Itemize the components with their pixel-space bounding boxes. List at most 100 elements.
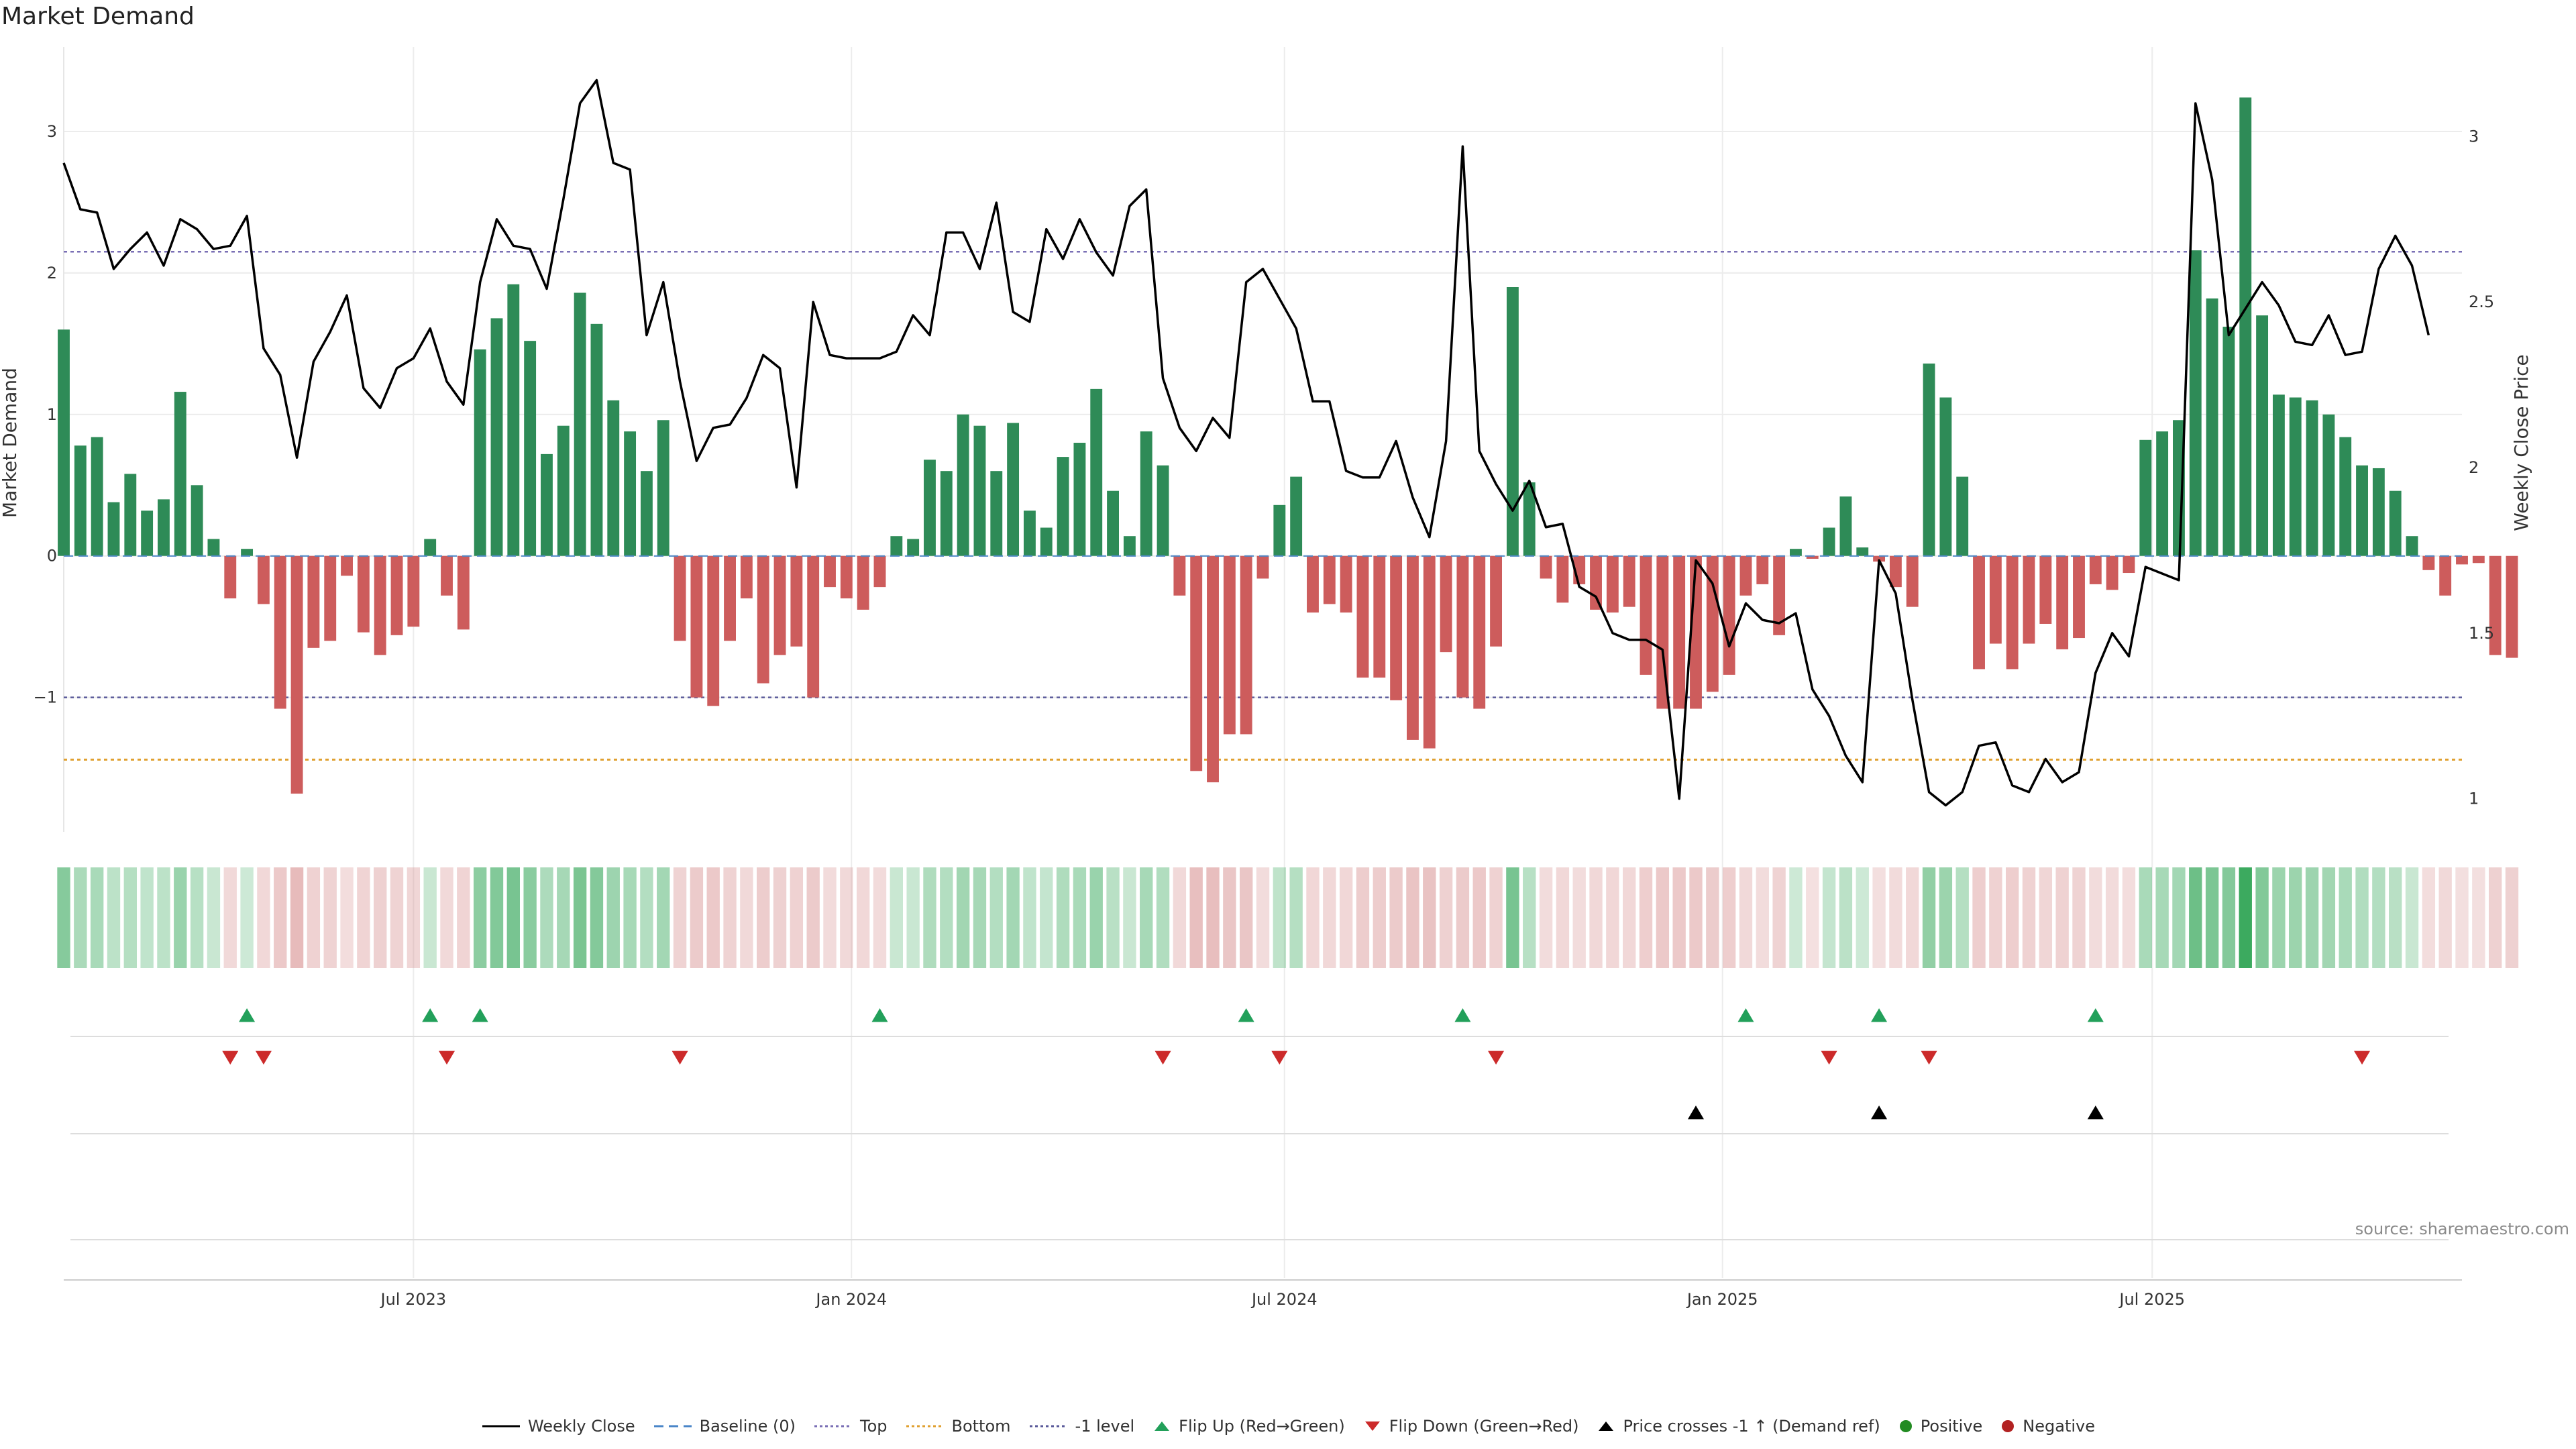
demand-bar [1390, 555, 1403, 700]
heat-strip-cell [274, 867, 287, 968]
heat-strip-cell [1273, 867, 1287, 968]
heat-strip-cell [2272, 867, 2286, 968]
right-tick-label: 1 [2469, 790, 2479, 808]
flip-up-marker [422, 1008, 439, 1022]
heat-strip-cell [1406, 867, 1419, 968]
heat-strip-cell [1656, 867, 1670, 968]
heat-strip-cell [1123, 867, 1136, 968]
heat-strip-cell [2055, 867, 2069, 968]
demand-bar [757, 555, 769, 684]
demand-bar [1939, 397, 1952, 556]
flip-up-marker [2087, 1008, 2104, 1022]
heat-strip-cell [2389, 867, 2402, 968]
dashed-line-swatch-icon [653, 1425, 692, 1428]
demand-bar [924, 460, 936, 556]
heat-strip-cell [1672, 867, 1686, 968]
demand-bar [840, 555, 853, 598]
heat-strip-cell [906, 867, 920, 968]
price-cross-marker [1687, 1106, 1704, 1120]
demand-bar [674, 555, 686, 641]
demand-bar [2023, 555, 2035, 644]
right-tick-label: 1.5 [2469, 624, 2494, 643]
heat-strip-cell [2222, 867, 2236, 968]
heat-strip-cell [1056, 867, 1070, 968]
price-line-group [62, 78, 2430, 807]
x-tick-label: Jan 2024 [814, 1290, 887, 1309]
y-axis-title-right: Weekly Close Price [2510, 354, 2532, 531]
heat-strip-cell [207, 867, 221, 968]
legend-item-flip-up: Flip Up (Red→Green) [1152, 1417, 1345, 1436]
heat-strip-cell [123, 867, 137, 968]
legend-label: Negative [2023, 1417, 2096, 1436]
left-tick-label: 0 [47, 547, 57, 566]
demand-bar [341, 555, 353, 576]
heat-strip-cell [2488, 867, 2502, 968]
demand-bar [907, 539, 920, 556]
heat-strip-cell [1339, 867, 1353, 968]
demand-bar [724, 555, 736, 641]
heat-strip-cell [190, 867, 204, 968]
heat-strip-cell [490, 867, 504, 968]
heat-strip-cell [2239, 867, 2252, 968]
heat-strip-cell [1506, 867, 1519, 968]
legend-label: Top [860, 1417, 888, 1436]
heat-strip-cell [1373, 867, 1386, 968]
heat-strip-cell [890, 867, 904, 968]
demand-bar [474, 349, 486, 556]
right-tick-label: 2 [2469, 458, 2479, 477]
demand-bar [657, 420, 669, 556]
legend-label: Positive [1920, 1417, 1983, 1436]
demand-bar [1373, 555, 1386, 678]
right-tick-label: 3 [2469, 127, 2479, 146]
heat-strip-cell [323, 867, 337, 968]
demand-bar [2239, 97, 2252, 556]
demand-bar [1140, 431, 1152, 556]
demand-bar [2306, 400, 2318, 556]
heat-strip-cell [1806, 867, 1819, 968]
demand-bar [1506, 287, 1519, 556]
heat-strip-cell [1989, 867, 2002, 968]
heat-strip-cell [1772, 867, 1786, 968]
heat-strip-cell [2405, 867, 2419, 968]
demand-bar [290, 555, 303, 794]
flip-down-marker [255, 1051, 272, 1065]
heat-strip-cell [1906, 867, 1919, 968]
flip-down-marker [1155, 1051, 1171, 1065]
legend-label: Price crosses -1 ↑ (Demand ref) [1623, 1417, 1880, 1436]
demand-bar [2339, 437, 2352, 556]
demand-bar [1590, 555, 1602, 610]
heat-strip-cell [223, 867, 237, 968]
heat-strip-cell [940, 867, 953, 968]
demand-bar [1623, 555, 1635, 607]
heat-strip-cell [856, 867, 870, 968]
heat-strip-cell [1239, 867, 1253, 968]
demand-bar [241, 549, 254, 556]
demand-bar [1823, 527, 1835, 556]
demand-bar [824, 555, 836, 588]
demand-bar [2272, 394, 2285, 556]
demand-bar [857, 555, 869, 610]
x-tick-label: Jul 2024 [1250, 1290, 1318, 1309]
heat-strip-cell [673, 867, 687, 968]
heat-strip-cell [823, 867, 837, 968]
demand-bar [207, 539, 220, 556]
demand-bar [441, 555, 453, 596]
heat-strip-cell [1006, 867, 1020, 968]
demand-bar [1007, 423, 1020, 556]
demand-bar [2123, 555, 2135, 574]
heat-strip-cell [706, 867, 720, 968]
heat-strip-cell [2205, 867, 2219, 968]
demand-bar [1307, 555, 1319, 613]
heat-strip-cell [240, 867, 254, 968]
heat-strip-cell [2022, 867, 2036, 968]
demand-bar [990, 471, 1003, 556]
heat-strip-cell [2322, 867, 2336, 968]
event-marker-rows [64, 1008, 2462, 1281]
heat-strip-cell [790, 867, 804, 968]
heat-strip-cell [2255, 867, 2269, 968]
left-tick-label: 1 [47, 405, 57, 424]
heat-strip-cell [723, 867, 737, 968]
demand-bar [590, 323, 603, 556]
right-y-axis: 1 1.5 2 2.5 3 [2469, 127, 2494, 808]
